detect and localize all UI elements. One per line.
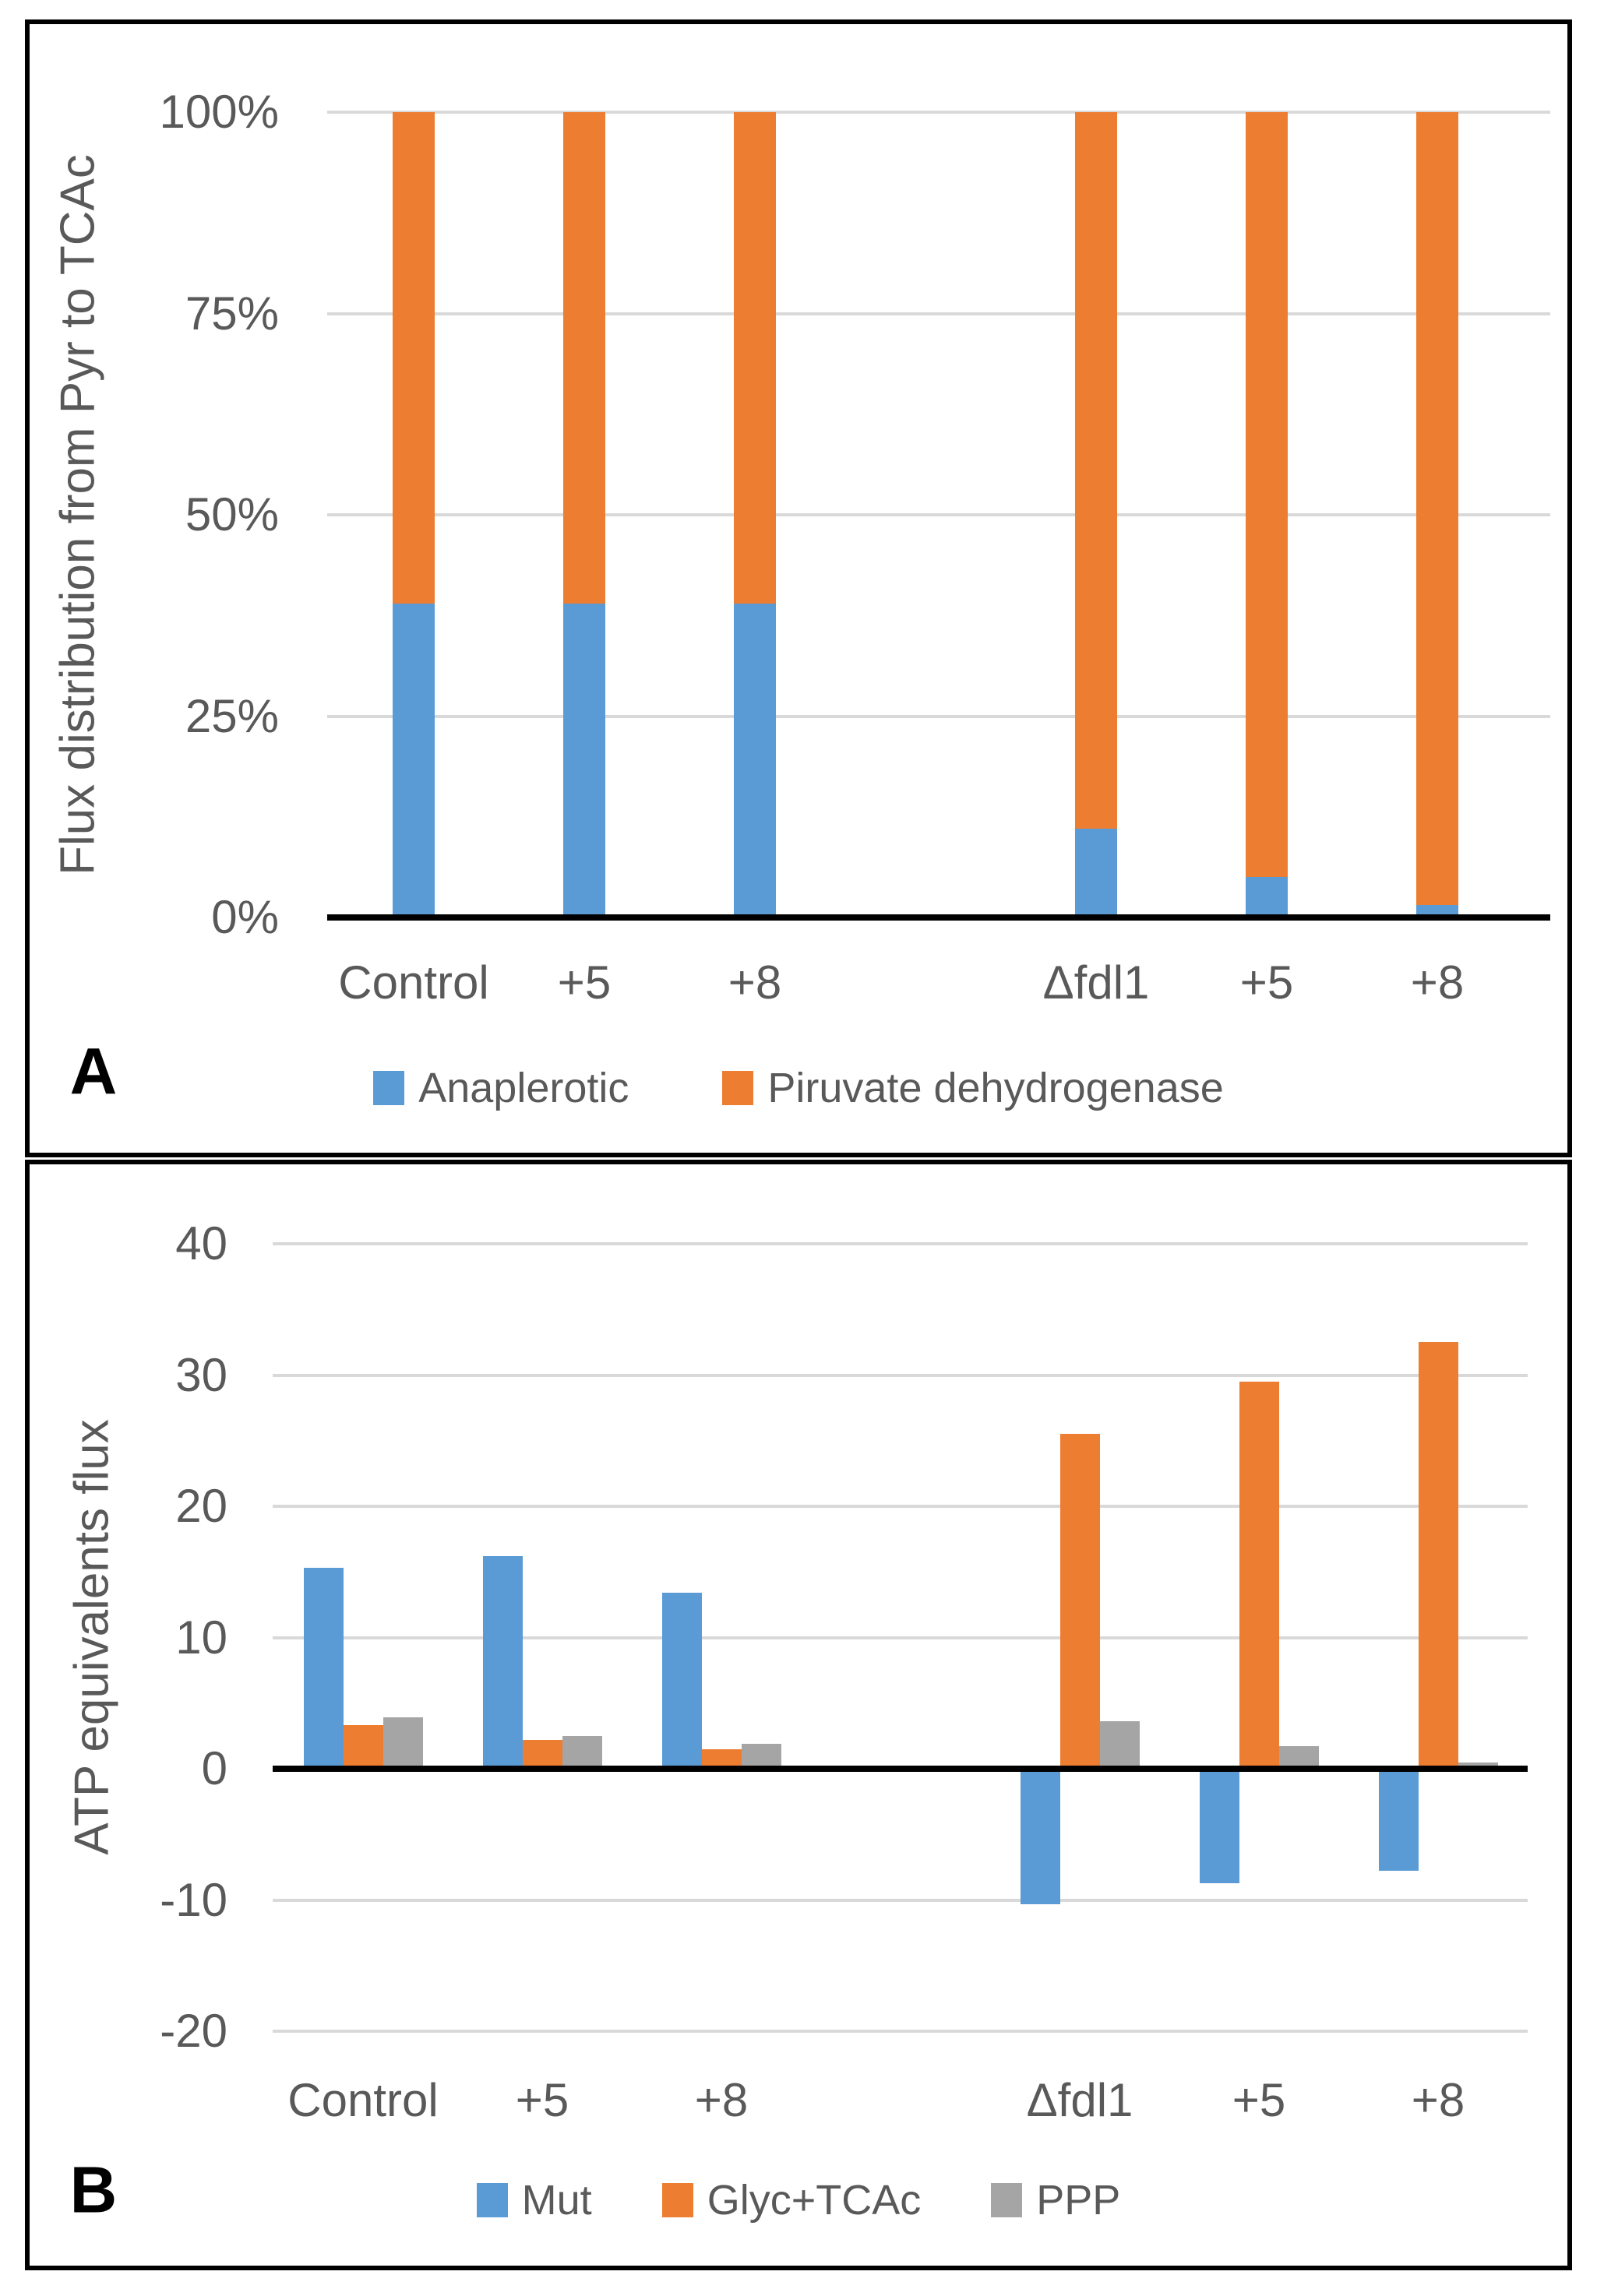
y-tick-label: 20 (175, 1480, 227, 1532)
y-tick-label: 50% (185, 488, 279, 541)
legend-marker-glyc-tcac (661, 2183, 693, 2217)
category-label: +8 (728, 956, 782, 1009)
category-label: +8 (694, 2074, 749, 2126)
category-label: +5 (515, 2074, 569, 2126)
y-tick-label: 0% (211, 891, 279, 943)
y-tick-label: 30 (175, 1348, 227, 1401)
legend-item: Piruvate dehydrogenase (722, 1064, 1224, 1112)
y-tick-label: -20 (160, 2005, 227, 2057)
legend-marker-piruvate-dehydrogenase (722, 1071, 754, 1105)
legend-item: Anaplerotic (373, 1064, 629, 1112)
legend-item: PPP (991, 2176, 1120, 2224)
bar-segment-ppp (562, 1735, 602, 1769)
legend-label: Anaplerotic (418, 1065, 629, 1111)
panel-a-box (25, 19, 1572, 1157)
gridline (327, 312, 1550, 315)
legend-marker-mut (476, 2183, 508, 2217)
bar-segment-mut (1020, 1769, 1060, 1904)
y-tick-label: 40 (175, 1217, 227, 1269)
bar-segment-anaplerotic (563, 603, 605, 917)
category-label: +5 (1232, 2074, 1286, 2126)
legend-marker-ppp (991, 2183, 1023, 2217)
bar-segment-mut (482, 1556, 523, 1769)
category-label: Δfdl1 (1026, 2074, 1133, 2126)
gridline (327, 714, 1550, 718)
bar-segment-ppp (1099, 1721, 1140, 1769)
bar-segment-glyc-tcac (1059, 1434, 1100, 1769)
bar-segment-glyc-tcac (1239, 1381, 1279, 1769)
panel-a-letter: A (69, 1034, 118, 1108)
bar-segment-piruvate-dehydrogenase (1416, 112, 1458, 906)
gridline (273, 1373, 1528, 1377)
bar-segment-glyc-tcac (1418, 1342, 1458, 1769)
bar-segment-glyc-tcac (343, 1725, 383, 1769)
y-tick-label: 0 (201, 1742, 227, 1794)
bar-segment-piruvate-dehydrogenase (1075, 112, 1117, 829)
bar-segment-mut (1378, 1769, 1419, 1872)
bar-segment-mut (661, 1593, 702, 1769)
gridline (327, 513, 1550, 516)
panel-a-y-axis-title: Flux distribution from Pyr to TCAc (51, 154, 105, 875)
legend-marker-anaplerotic (373, 1071, 405, 1105)
category-label: +5 (1239, 956, 1294, 1009)
bar-segment-glyc-tcac (522, 1739, 562, 1769)
category-label: Control (338, 956, 489, 1009)
panel-b-letter: B (69, 2153, 118, 2227)
gridline (273, 1898, 1528, 1902)
legend-label: Mut (521, 2177, 592, 2224)
legend-label: PPP (1036, 2177, 1121, 2224)
bar-segment-glyc-tcac (701, 1748, 742, 1769)
bar-segment-piruvate-dehydrogenase (1246, 112, 1288, 878)
legend-label: Piruvate dehydrogenase (767, 1065, 1224, 1111)
bar-segment-piruvate-dehydrogenase (393, 112, 435, 604)
gridline (273, 1505, 1528, 1508)
bar-segment-ppp (741, 1743, 781, 1769)
panel-b-legend: Mut Glyc+TCAc PPP (0, 2169, 1597, 2231)
panel-b-y-axis-title: ATP equivalents flux (65, 1419, 119, 1855)
gridline (273, 1636, 1528, 1639)
x-axis-line (327, 914, 1550, 921)
x-axis-line (273, 1766, 1528, 1772)
bar-segment-mut (1199, 1769, 1239, 1883)
legend-item: Glyc+TCAc (661, 2176, 922, 2224)
y-tick-label: 100% (159, 86, 279, 138)
legend-label: Glyc+TCAc (707, 2177, 922, 2224)
bar-segment-anaplerotic (734, 603, 776, 917)
gridline (273, 2030, 1528, 2033)
bar-segment-piruvate-dehydrogenase (734, 112, 776, 604)
bar-segment-ppp (383, 1717, 423, 1769)
legend-item: Mut (476, 2176, 592, 2224)
category-label: +5 (557, 956, 612, 1009)
category-label: Control (287, 2074, 439, 2126)
category-label: Δfdl1 (1042, 956, 1150, 1009)
panel-b-box (25, 1160, 1572, 2270)
category-label: +8 (1410, 956, 1465, 1009)
bar-segment-anaplerotic (1246, 877, 1288, 917)
y-tick-label: 75% (185, 287, 279, 340)
y-tick-label: 25% (185, 689, 279, 742)
bar-segment-ppp (1458, 1762, 1498, 1769)
bar-segment-piruvate-dehydrogenase (563, 112, 605, 604)
bar-segment-mut (303, 1568, 344, 1769)
y-tick-label: -10 (160, 1873, 227, 1926)
gridline (327, 111, 1550, 114)
bar-segment-anaplerotic (1075, 829, 1117, 917)
bar-segment-ppp (1278, 1746, 1319, 1769)
category-label: +8 (1411, 2074, 1465, 2126)
panel-a-legend: Anaplerotic Piruvate dehydrogenase (0, 1057, 1597, 1119)
y-tick-label: 10 (175, 1611, 227, 1664)
bar-segment-anaplerotic (393, 603, 435, 917)
gridline (273, 1242, 1528, 1245)
